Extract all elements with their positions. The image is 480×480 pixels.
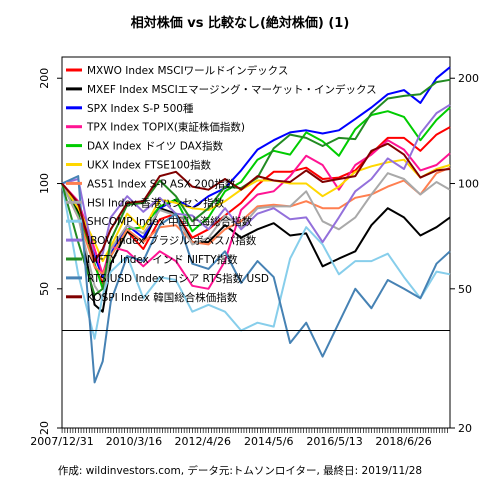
series-line-3 xyxy=(61,139,451,290)
y-axis-right: 20 50 100 200 xyxy=(450,72,479,435)
legend-label-7: HSI Index 香港ハンセン指数 xyxy=(87,196,225,209)
series-line-7 xyxy=(61,172,451,300)
plot-area xyxy=(61,56,451,429)
legend-label-3: TPX Index TOPIX(東証株価指数) xyxy=(86,121,245,134)
y-tick-label-right-2: 100 xyxy=(458,178,479,191)
legend-label-5: UKX Index FTSE100指数 xyxy=(87,159,211,172)
y-tick-label-left-1: 50 xyxy=(38,282,51,296)
y-tick-label-right-3: 200 xyxy=(458,72,479,85)
y-tick-label-right-0: 20 xyxy=(458,422,472,435)
y-axis-left: 20 50 100 200 xyxy=(38,68,62,435)
x-tick-label-2: 2012/4/26 xyxy=(175,435,231,448)
series-line-6 xyxy=(61,166,451,276)
y-tick-label-left-2: 100 xyxy=(38,173,51,194)
legend-label-0: MXWO Index MSCIワールドインデックス xyxy=(87,64,288,77)
series-line-8 xyxy=(61,183,451,340)
series-layer xyxy=(61,66,451,384)
x-axis: 2007/12/31 2010/3/16 2012/4/26 2014/5/6 2016… xyxy=(30,428,448,448)
legend-label-11: RTSIUSD Index ロシア RTS指数 USD xyxy=(87,272,269,285)
legend-label-8: SHCOMP Index 中国上海総合指数 xyxy=(87,215,253,228)
chart-caption: 作成: wildinvestors.com, データ元:トムソンロイター, 最終… xyxy=(58,464,422,477)
y-tick-label-right-1: 50 xyxy=(458,283,472,296)
series-line-11 xyxy=(61,175,451,384)
x-tick-label-0: 2007/12/31 xyxy=(30,435,93,448)
chart-title: 相対株価 vs 比較なし(絶対株価) (1) xyxy=(131,15,350,31)
legend-label-4: DAX Index ドイツ DAX指数 xyxy=(87,140,223,153)
y-tick-label-left-0: 20 xyxy=(38,421,51,435)
legend-label-10: NIFTY Index インド NIFTY指数 xyxy=(87,253,238,266)
legend-label-12: KOSPI Index 韓国総合株価指数 xyxy=(87,291,238,304)
legend-label-6: AS51 Index S-P ASX 200指数 xyxy=(87,177,236,190)
legend-label-1: MXEF Index MSCIエマージング・マーケット・インデックス xyxy=(87,83,377,96)
legend-label-2: SPX Index S-P 500種 xyxy=(87,102,194,115)
y-tick-label-left-3: 200 xyxy=(38,68,51,89)
x-tick-label-3: 2014/5/6 xyxy=(244,435,293,448)
series-line-12 xyxy=(61,142,451,263)
x-tick-label-4: 2016/5/13 xyxy=(306,435,362,448)
series-line-9 xyxy=(61,103,451,263)
x-tick-label-5: 2018/6/26 xyxy=(375,435,431,448)
series-line-2 xyxy=(61,66,451,279)
legend: MXWO Index MSCIワールドインデックス MXEF Index MSCI… xyxy=(66,64,377,304)
legend-label-9: IBOV Index ブラジル ボベスパ指数 xyxy=(87,234,257,247)
x-tick-label-1: 2010/3/16 xyxy=(106,435,162,448)
series-line-1 xyxy=(61,183,451,313)
